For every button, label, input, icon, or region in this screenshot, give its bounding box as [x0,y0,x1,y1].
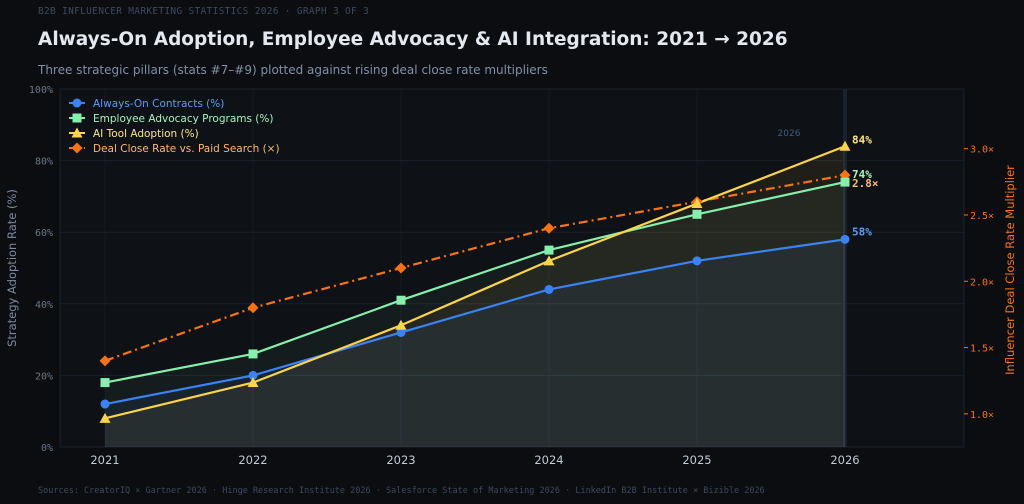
advocacy-area-fill [105,182,845,447]
always-on-point [692,256,702,266]
always-on-point [100,399,110,409]
x-tick-label: 2024 [534,453,563,467]
y2-axis-title: Influencer Deal Close Rate Multiplier [1003,165,1017,375]
plot-background [59,88,965,448]
ai-tool-point [99,412,111,423]
legend-marker [72,98,82,108]
close-rate-line [104,174,846,362]
y-tick-label: 80% [35,157,53,168]
y-tick-label: 0% [41,443,53,454]
sources-footer: Sources: CreatorIQ × Gartner 2026 · Hing… [38,486,765,496]
chart-kicker: B2B INFLUENCER MARKETING STATISTICS 2026… [38,6,370,17]
legend-marker [71,127,83,138]
ai-tool-end-label: 84% [852,133,872,146]
ai-tool-point [395,319,407,330]
advocacy-point [544,245,554,255]
legend-marker [71,142,83,154]
x-tick-label: 2023 [386,453,415,467]
advocacy-point [396,295,406,305]
always-on-area-fill [105,239,845,447]
y2-tick-label: 1.5× [970,344,994,355]
legend-label-ai-tool: AI Tool Adoption (%) [93,128,199,140]
x-tick-label: 2022 [238,453,267,467]
close-rate-end-label: 2.8× [852,177,879,190]
y2-tick-label: 2.0× [970,277,994,288]
legend-label-always-on: Always-On Contracts (%) [93,98,224,110]
ai-tool-line [104,145,846,420]
x-tick-label: 2021 [90,453,119,467]
close-rate-point [99,355,111,367]
always-on-point [544,284,554,294]
always-on-end-label: 58% [852,225,872,238]
chart-title: Always-On Adoption, Employee Advocacy & … [38,29,788,50]
always-on-point [840,234,850,244]
x-tick-label: 2026 [830,453,859,467]
advocacy-point [248,349,258,359]
y-tick-label: 60% [35,228,53,239]
highlight-2026-line [843,89,847,447]
ai-tool-point [839,140,851,151]
always-on-line [104,238,846,406]
always-on-point [396,327,406,337]
advocacy-point [692,209,702,219]
advocacy-point [100,378,110,388]
ai-tool-point [543,255,555,266]
ai-area-fill [105,146,845,447]
legend-label-advocacy: Employee Advocacy Programs (%) [93,113,273,125]
y-tick-label: 100% [29,85,53,96]
always-on-point [248,370,258,380]
y2-tick-label: 2.5× [970,211,994,222]
legend-label-close-rate: Deal Close Rate vs. Paid Search (×) [93,143,280,155]
y-tick-label: 20% [35,371,53,382]
y-tick-label: 40% [35,300,53,311]
chart-subtitle: Three strategic pillars (stats #7–#9) pl… [38,63,548,77]
y-axis-title: Strategy Adoption Rate (%) [5,189,19,347]
close-rate-point [395,262,407,274]
y2-tick-label: 1.0× [970,410,994,421]
y2-tick-label: 3.0× [970,145,994,156]
close-rate-point [543,222,555,234]
advocacy-line [104,181,846,384]
advocacy-end-label: 74% [852,168,872,181]
legend-marker [72,113,82,123]
ai-tool-point [691,198,703,209]
advocacy-point [840,177,850,187]
ai-tool-point [247,377,259,388]
x-tick-label: 2025 [682,453,711,467]
highlight-2026-label: 2026 [778,129,801,139]
close-rate-point [247,302,259,314]
